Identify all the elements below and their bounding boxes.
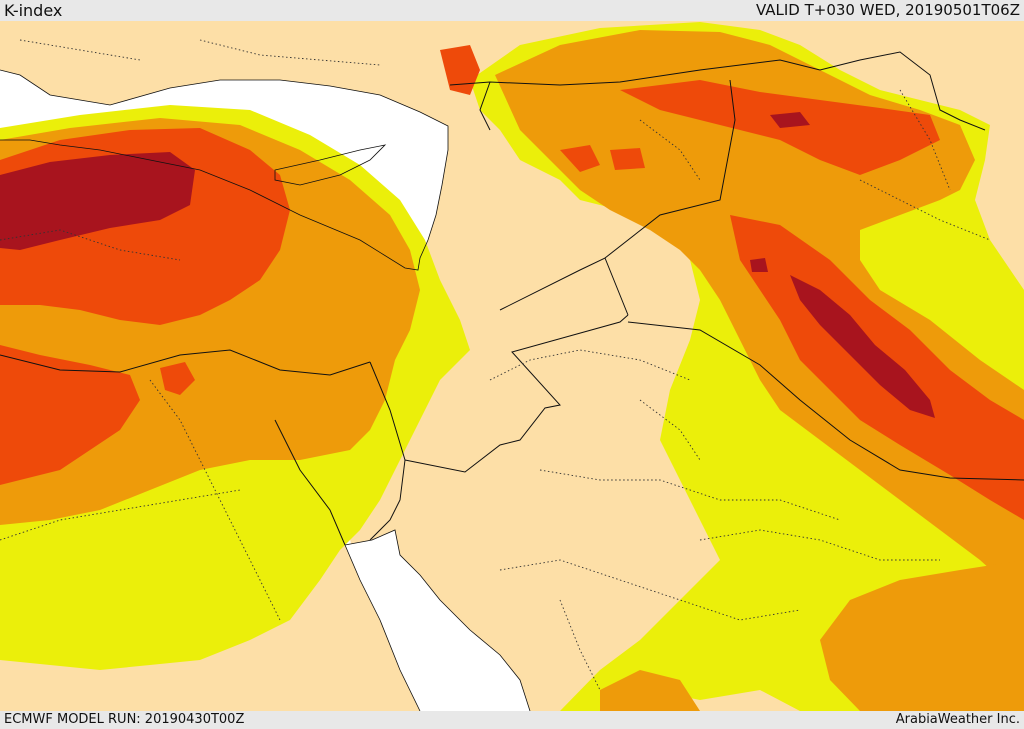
model-run-label: ECMWF MODEL RUN: 20190430T00Z [4, 712, 245, 727]
red-sea [345, 530, 530, 711]
national-borders [0, 51, 1024, 546]
header-bar: K-index VALID T+030 WED, 20190501T06Z [0, 0, 1024, 21]
footer-bar: ECMWF MODEL RUN: 20190430T00Z ArabiaWeat… [0, 711, 1024, 729]
credit-label: ArabiaWeather Inc. [895, 712, 1020, 727]
k-index-map [0, 21, 1024, 711]
valid-time-label: VALID T+030 WED, 20190501T06Z [755, 1, 1020, 19]
map-title: K-index [4, 1, 63, 20]
map-area[interactable] [0, 21, 1024, 711]
coastlines [0, 69, 531, 711]
k-index-extreme-zone [0, 112, 935, 418]
internal-borders [0, 39, 991, 691]
